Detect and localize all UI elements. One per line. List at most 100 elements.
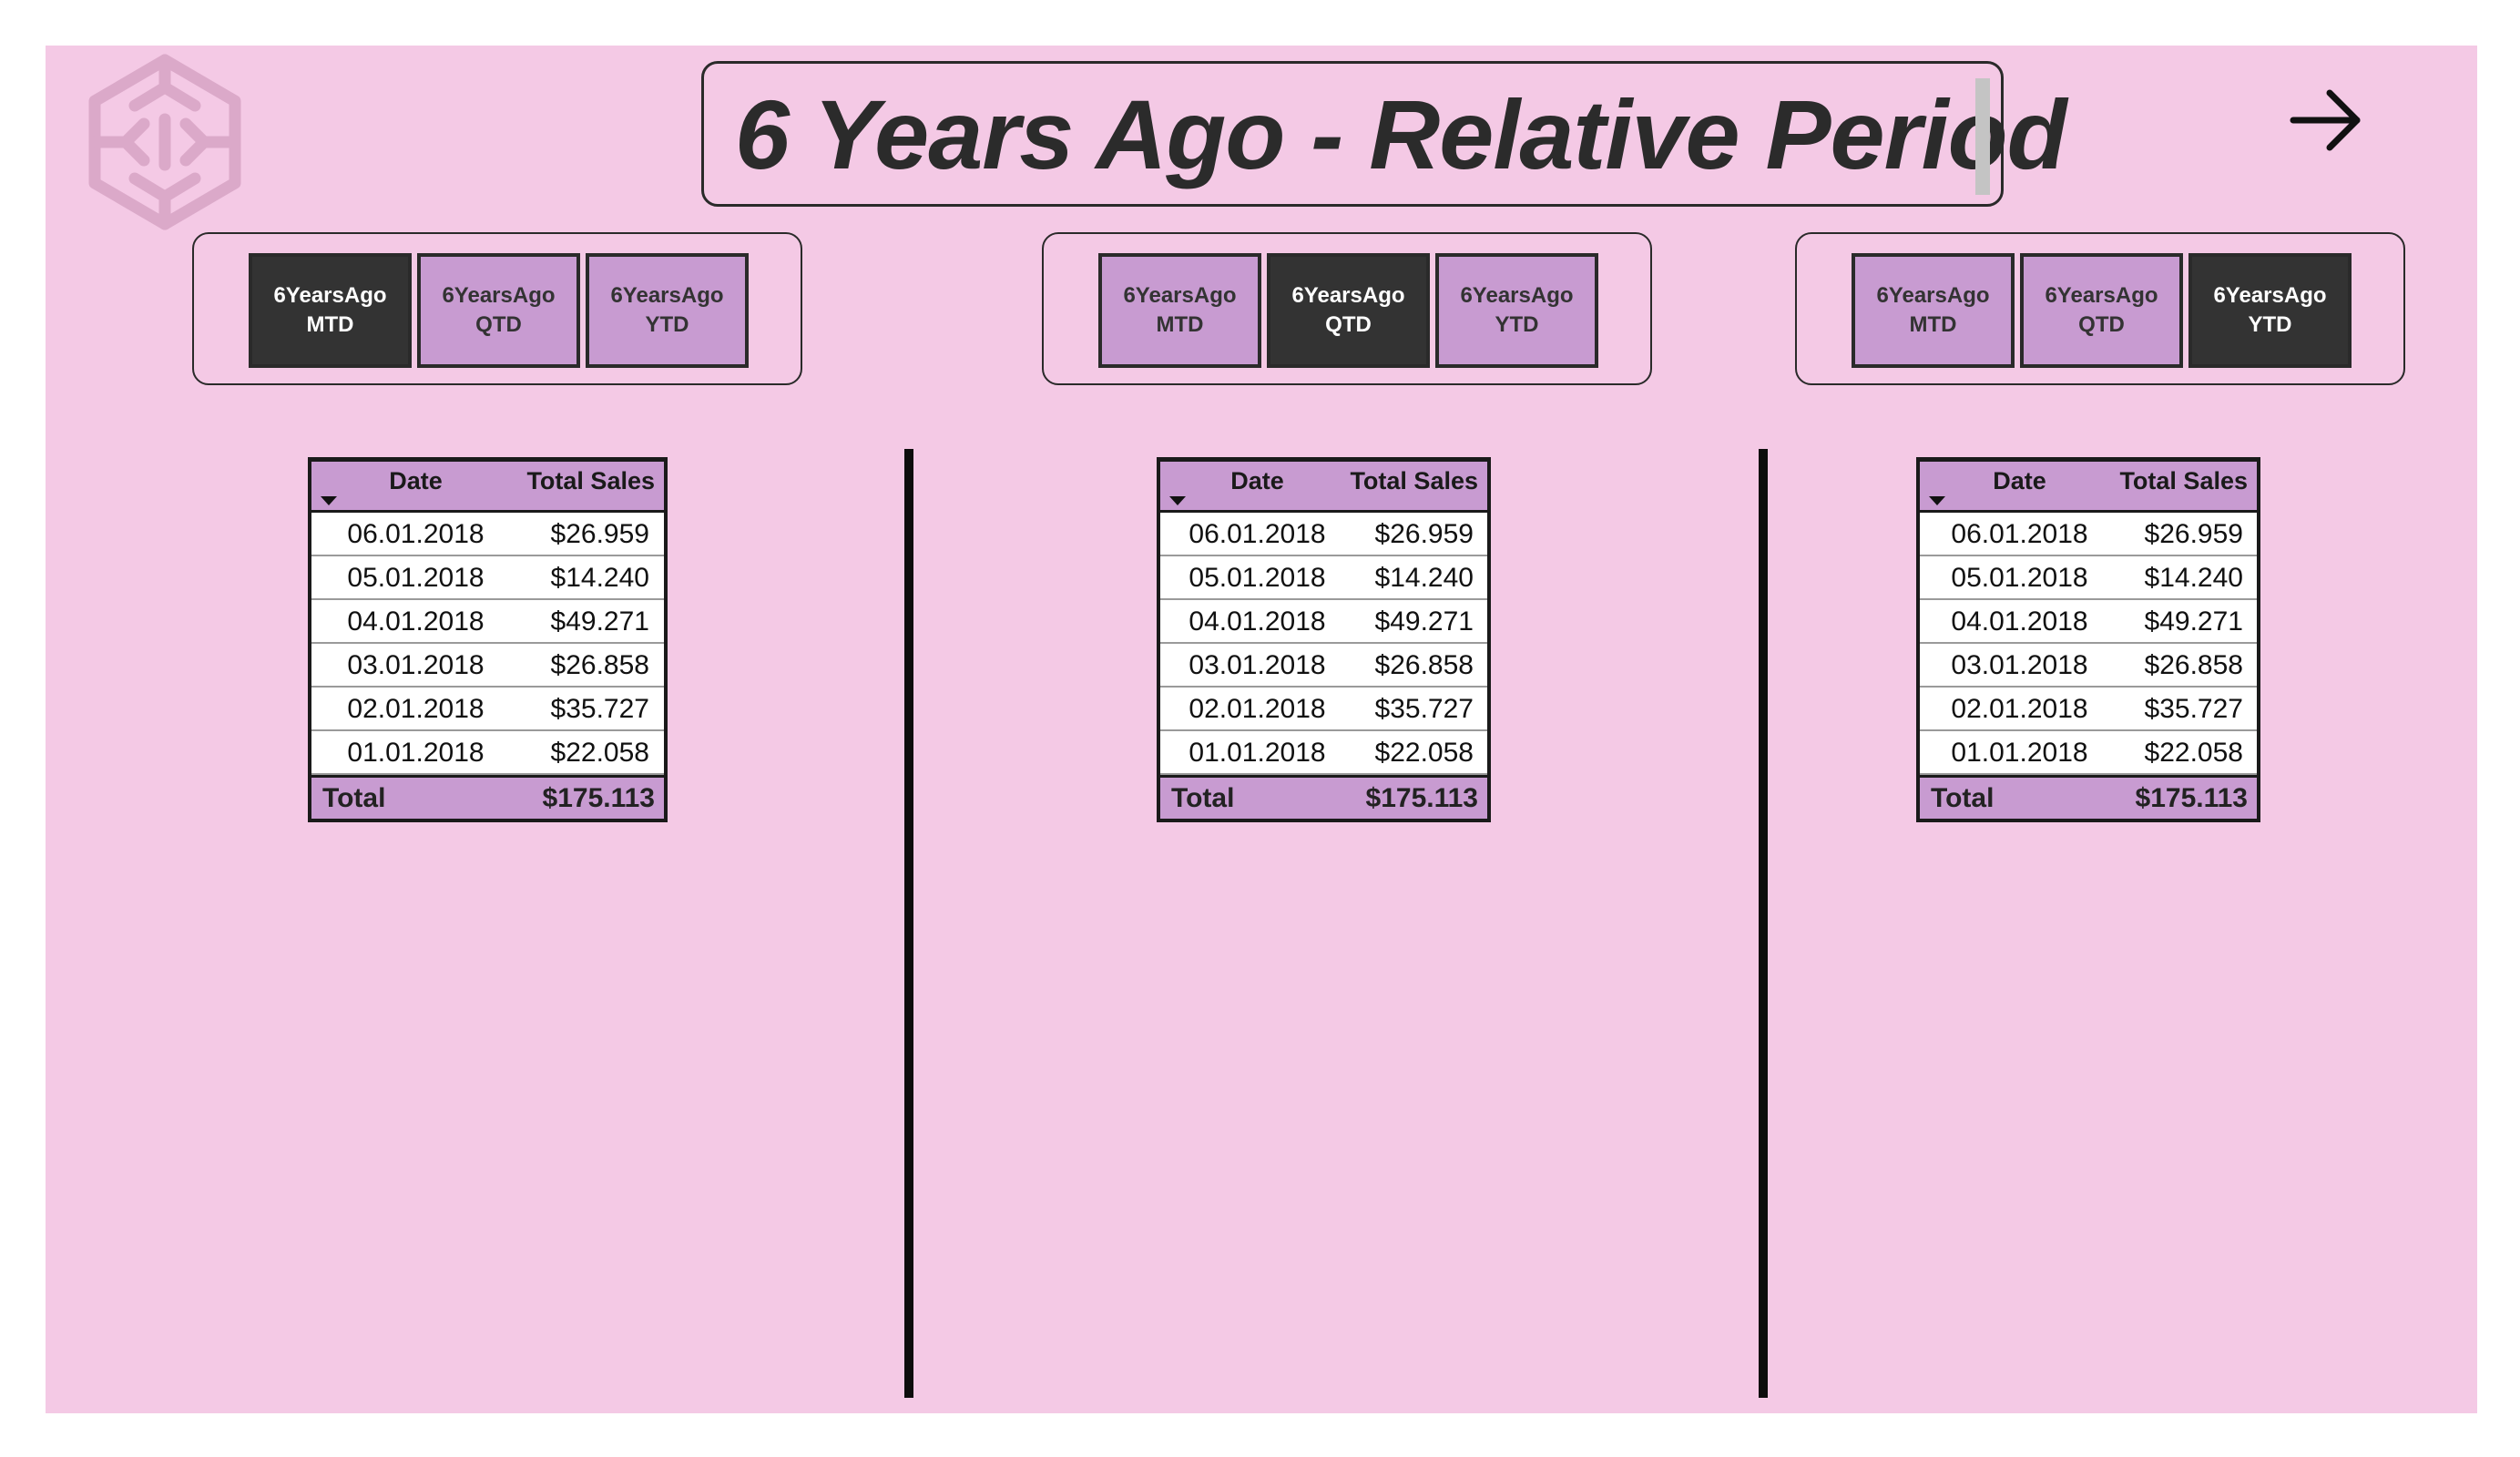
total-value: $175.113 bbox=[2135, 783, 2248, 813]
cell-total-sales: $26.858 bbox=[1374, 650, 1474, 680]
sort-descending-icon[interactable] bbox=[1929, 496, 1945, 505]
sort-descending-icon[interactable] bbox=[1169, 496, 1186, 505]
column-header-total-sales[interactable]: Total Sales bbox=[1350, 467, 1478, 494]
cell-total-sales: $35.727 bbox=[550, 694, 649, 724]
button-line: 6YearsAgo bbox=[1460, 283, 1574, 308]
slicer-panel-2: 6YearsAgo MTD 6YearsAgo QTD 6YearsAgo YTD bbox=[1042, 232, 1652, 385]
title-scrollbar bbox=[1975, 78, 1990, 195]
table-row: 01.01.2018 $22.058 bbox=[311, 731, 664, 775]
cell-total-sales: $26.959 bbox=[550, 519, 649, 549]
button-line: QTD bbox=[1325, 312, 1372, 337]
table-row: 05.01.2018 $14.240 bbox=[1160, 556, 1487, 600]
cell-date: 01.01.2018 bbox=[1189, 738, 1326, 768]
cell-total-sales: $22.058 bbox=[2144, 738, 2243, 768]
cell-date: 01.01.2018 bbox=[347, 738, 485, 768]
table-row: 02.01.2018 $35.727 bbox=[1160, 688, 1487, 731]
column-header-total-sales[interactable]: Total Sales bbox=[2119, 467, 2248, 494]
table-header: Date Total Sales bbox=[1160, 462, 1487, 513]
table-header: Date Total Sales bbox=[311, 462, 664, 513]
button-line: 6YearsAgo bbox=[1876, 283, 1990, 308]
slicer-button-qtd[interactable]: 6YearsAgo QTD bbox=[417, 253, 580, 368]
cell-total-sales: $14.240 bbox=[550, 563, 649, 593]
cell-date: 03.01.2018 bbox=[1951, 650, 2088, 680]
sort-descending-icon[interactable] bbox=[321, 496, 337, 505]
total-label: Total bbox=[1931, 783, 1995, 813]
table-row: 04.01.2018 $49.271 bbox=[1160, 600, 1487, 644]
column-header-date[interactable]: Date bbox=[389, 467, 443, 494]
slicer-button-qtd[interactable]: 6YearsAgo QTD bbox=[2020, 253, 2183, 368]
sales-table-3: Date Total Sales 06.01.2018 $26.959 05.01.20… bbox=[1916, 457, 2260, 822]
button-line: QTD bbox=[2078, 312, 2125, 337]
cell-date: 04.01.2018 bbox=[1951, 606, 2088, 637]
cell-total-sales: $49.271 bbox=[1374, 606, 1474, 637]
cell-date: 06.01.2018 bbox=[1951, 519, 2088, 549]
button-line: YTD bbox=[2248, 312, 2292, 337]
slicer-panel-1: 6YearsAgo MTD 6YearsAgo QTD 6YearsAgo YTD bbox=[192, 232, 802, 385]
table-row: 06.01.2018 $26.959 bbox=[1160, 513, 1487, 556]
cell-date: 02.01.2018 bbox=[347, 694, 485, 724]
brain-logo-icon bbox=[88, 54, 241, 230]
button-line: YTD bbox=[1495, 312, 1539, 337]
button-line: 6YearsAgo bbox=[273, 283, 387, 308]
slicer-button-ytd[interactable]: 6YearsAgo YTD bbox=[1435, 253, 1598, 368]
cell-date: 03.01.2018 bbox=[1189, 650, 1326, 680]
button-line: MTD bbox=[1156, 312, 1204, 337]
cell-date: 02.01.2018 bbox=[1189, 694, 1326, 724]
column-header-date[interactable]: Date bbox=[1993, 467, 2046, 494]
slicer-button-mtd[interactable]: 6YearsAgo MTD bbox=[1852, 253, 2015, 368]
table-row: 03.01.2018 $26.858 bbox=[1160, 644, 1487, 688]
table-row: 06.01.2018 $26.959 bbox=[1920, 513, 2257, 556]
cell-date: 04.01.2018 bbox=[1189, 606, 1326, 637]
table-total-row: Total $175.113 bbox=[1920, 775, 2257, 819]
column-header-total-sales[interactable]: Total Sales bbox=[526, 467, 655, 494]
arrow-right-icon[interactable] bbox=[2286, 84, 2368, 157]
table-row: 02.01.2018 $35.727 bbox=[311, 688, 664, 731]
page-title: 6 Years Ago - Relative Period bbox=[735, 78, 2067, 189]
table-row: 05.01.2018 $14.240 bbox=[311, 556, 664, 600]
table-total-row: Total $175.113 bbox=[311, 775, 664, 819]
button-line: 6YearsAgo bbox=[1291, 283, 1405, 308]
panel-divider bbox=[904, 449, 913, 1398]
table-row: 01.01.2018 $22.058 bbox=[1160, 731, 1487, 775]
cell-total-sales: $22.058 bbox=[1374, 738, 1474, 768]
slicer-panel-3: 6YearsAgo MTD 6YearsAgo QTD 6YearsAgo YTD bbox=[1795, 232, 2405, 385]
cell-total-sales: $26.858 bbox=[2144, 650, 2243, 680]
slicer-button-ytd[interactable]: 6YearsAgo YTD bbox=[586, 253, 749, 368]
table-row: 05.01.2018 $14.240 bbox=[1920, 556, 2257, 600]
cell-date: 01.01.2018 bbox=[1951, 738, 2088, 768]
total-value: $175.113 bbox=[1365, 783, 1478, 813]
slicer-button-mtd[interactable]: 6YearsAgo MTD bbox=[1098, 253, 1261, 368]
button-line: MTD bbox=[1909, 312, 1957, 337]
cell-total-sales: $49.271 bbox=[2144, 606, 2243, 637]
cell-total-sales: $22.058 bbox=[550, 738, 649, 768]
cell-date: 06.01.2018 bbox=[347, 519, 485, 549]
cell-date: 03.01.2018 bbox=[347, 650, 485, 680]
cell-date: 06.01.2018 bbox=[1189, 519, 1326, 549]
cell-total-sales: $26.858 bbox=[550, 650, 649, 680]
cell-total-sales: $49.271 bbox=[550, 606, 649, 637]
slicer-button-qtd[interactable]: 6YearsAgo QTD bbox=[1267, 253, 1430, 368]
sales-table-2: Date Total Sales 06.01.2018 $26.959 05.01.20… bbox=[1157, 457, 1491, 822]
table-row: 02.01.2018 $35.727 bbox=[1920, 688, 2257, 731]
cell-date: 05.01.2018 bbox=[1951, 563, 2088, 593]
cell-date: 05.01.2018 bbox=[347, 563, 485, 593]
panel-divider bbox=[1759, 449, 1768, 1398]
button-line: 6YearsAgo bbox=[1123, 283, 1237, 308]
slicer-button-ytd[interactable]: 6YearsAgo YTD bbox=[2188, 253, 2352, 368]
table-row: 03.01.2018 $26.858 bbox=[311, 644, 664, 688]
total-value: $175.113 bbox=[542, 783, 655, 813]
table-header: Date Total Sales bbox=[1920, 462, 2257, 513]
button-line: 6YearsAgo bbox=[610, 283, 724, 308]
table-row: 01.01.2018 $22.058 bbox=[1920, 731, 2257, 775]
column-header-date[interactable]: Date bbox=[1230, 467, 1284, 494]
slicer-button-mtd[interactable]: 6YearsAgo MTD bbox=[249, 253, 412, 368]
button-line: 6YearsAgo bbox=[2045, 283, 2158, 308]
table-row: 04.01.2018 $49.271 bbox=[1920, 600, 2257, 644]
sales-table-1: Date Total Sales 06.01.2018 $26.959 05.01.20… bbox=[308, 457, 668, 822]
cell-total-sales: $26.959 bbox=[1374, 519, 1474, 549]
button-line: 6YearsAgo bbox=[442, 283, 556, 308]
cell-total-sales: $35.727 bbox=[2144, 694, 2243, 724]
total-label: Total bbox=[322, 783, 386, 813]
button-line: 6YearsAgo bbox=[2213, 283, 2327, 308]
cell-total-sales: $14.240 bbox=[2144, 563, 2243, 593]
